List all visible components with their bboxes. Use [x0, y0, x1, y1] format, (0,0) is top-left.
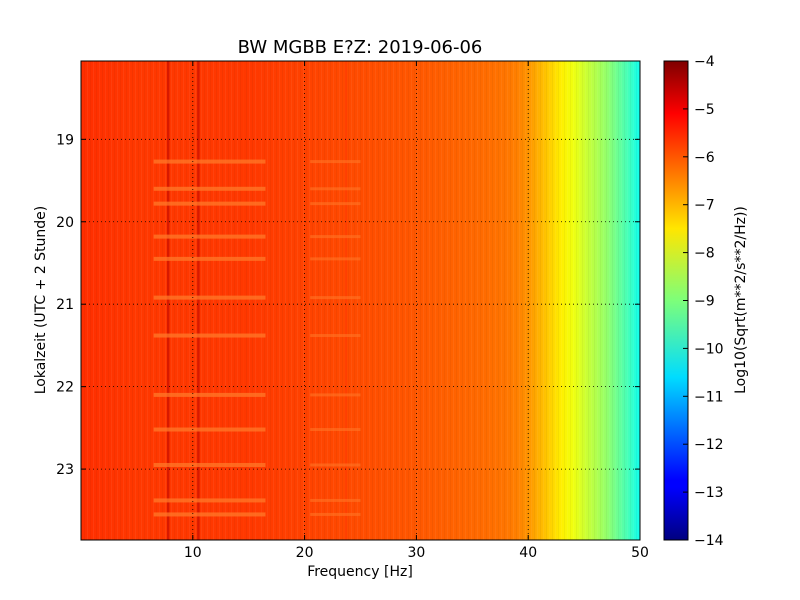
x-tick-label: 20: [296, 545, 314, 561]
stripe-feature: [310, 334, 361, 338]
stripe-feature: [310, 296, 361, 300]
x-tick-label: 10: [184, 545, 202, 561]
colorbar-tick-label: −7: [694, 198, 715, 214]
y-axis-label: Lokalzeit (UTC + 2 Stunde): [33, 206, 49, 395]
x-axis-label: Frequency [Hz]: [307, 564, 413, 580]
stripe-feature: [153, 186, 266, 191]
stripe-feature: [310, 463, 361, 467]
stripe-feature: [153, 159, 266, 164]
x-tick-label: 40: [519, 545, 537, 561]
plot-area: 10 20 30 40 50 19 20 21 22 23: [56, 60, 649, 561]
stripe-feature: [153, 333, 266, 338]
stripe-features: [153, 159, 361, 517]
colorbar: −4 −5 −6 −7 −8 −9 −10 −11 −12 −13 −14 Log10(Sqrt(m…: [663, 54, 749, 549]
stripe-feature: [310, 257, 361, 261]
stripe-feature: [153, 512, 266, 517]
colorbar-tick-label: −4: [694, 54, 715, 70]
colorbar-tick-label: −13: [694, 485, 724, 501]
colorbar-tick-label: −6: [694, 150, 715, 166]
colorbar-tick-label: −14: [694, 533, 724, 549]
stripe-feature: [310, 428, 361, 432]
x-axis-ticks: 10 20 30 40 50: [184, 61, 649, 561]
spectrogram-texture: [81, 61, 640, 540]
stripe-feature: [153, 392, 266, 397]
y-tick-label: 21: [56, 297, 74, 313]
stripe-feature: [153, 498, 266, 503]
stripe-feature: [153, 256, 266, 261]
colorbar-tick-label: −8: [694, 246, 715, 262]
stripe-feature: [153, 462, 266, 467]
stripe-feature: [310, 512, 361, 516]
colorbar-tick-label: −11: [694, 389, 724, 405]
colorbar-label: Log10(Sqrt(m**2/s**2/Hz)): [733, 206, 749, 394]
stripe-feature: [310, 498, 361, 502]
x-tick-label: 30: [407, 545, 425, 561]
chart-title: BW MGBB E?Z: 2019-06-06: [238, 37, 483, 58]
colorbar-tick-label: −9: [694, 294, 715, 310]
y-tick-label: 19: [56, 132, 74, 148]
y-tick-label: 23: [56, 462, 74, 478]
stripe-feature: [153, 427, 266, 432]
stripe-feature: [153, 201, 266, 206]
colorbar-tick-label: −12: [694, 437, 724, 453]
stripe-feature: [310, 393, 361, 397]
spectral-lines: [166, 61, 347, 540]
colorbar-tick-label: −10: [694, 341, 724, 357]
y-axis-ticks: 19 20 21 22 23: [56, 132, 640, 478]
y-tick-label: 20: [56, 215, 74, 231]
stripe-feature: [310, 235, 361, 239]
stripe-feature: [310, 187, 361, 191]
x-tick-label: 50: [631, 545, 649, 561]
stripe-feature: [153, 234, 266, 239]
colorbar-tick-label: −5: [694, 102, 715, 118]
stripe-feature: [153, 295, 266, 300]
stripe-feature: [310, 202, 361, 206]
colorbar-ticks: −4 −5 −6 −7 −8 −9 −10 −11 −12 −13 −14: [683, 54, 724, 549]
stripe-feature: [310, 160, 361, 164]
plot-frame: [80, 60, 641, 541]
y-tick-label: 22: [56, 380, 74, 396]
